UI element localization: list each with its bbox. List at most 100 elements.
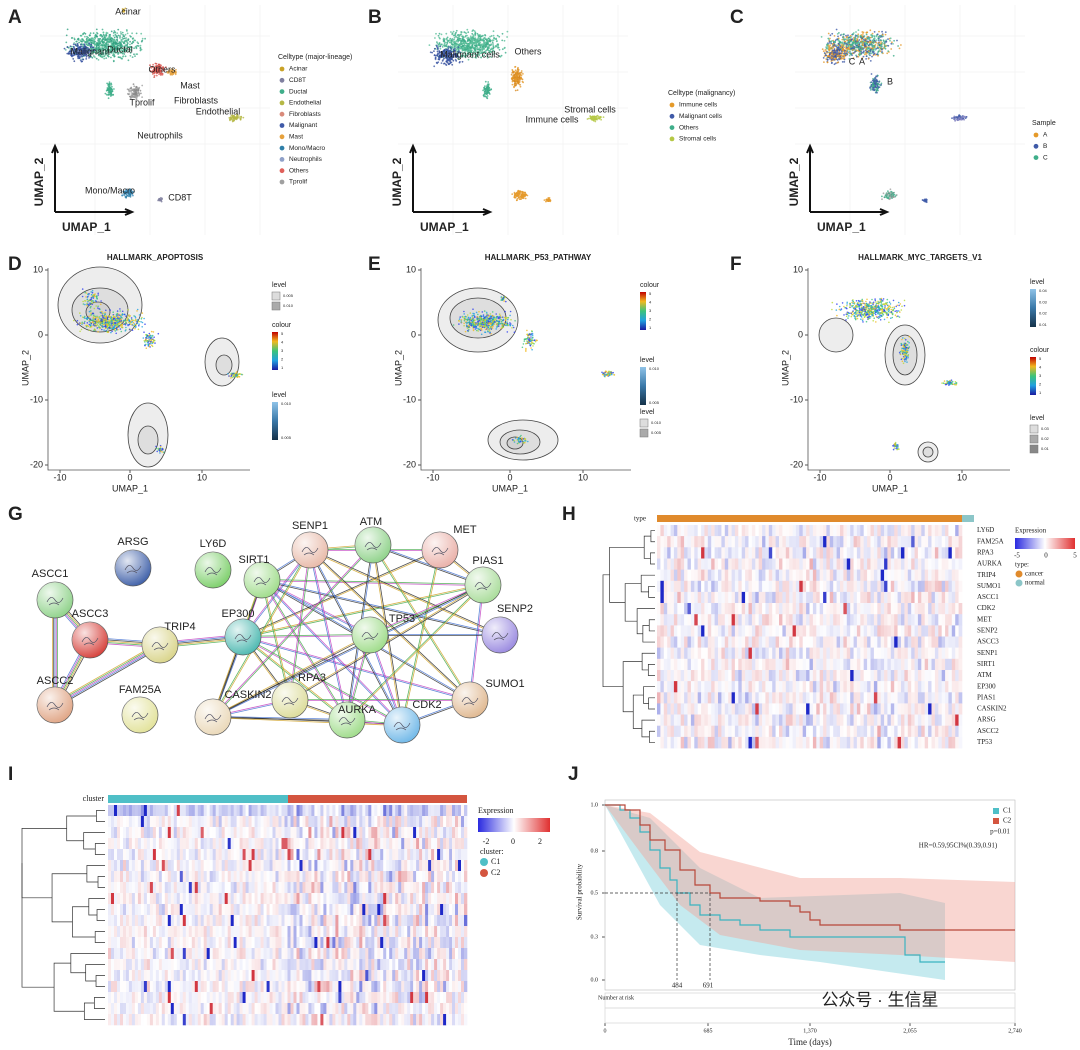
- cell-dot: [136, 310, 138, 312]
- cell-dot: [883, 47, 886, 49]
- cell-dot: [884, 33, 887, 36]
- cell-dot: [898, 47, 901, 50]
- cell-dot: [96, 320, 98, 323]
- cell-dot: [151, 334, 154, 337]
- cell-dot: [87, 293, 90, 296]
- cell-dot: [115, 327, 118, 330]
- cell-dot: [98, 53, 101, 56]
- cell-dot: [117, 328, 119, 331]
- cell-dot: [872, 48, 875, 51]
- cell-dot: [142, 337, 145, 339]
- cell-dot: [107, 50, 110, 52]
- cell-dot: [242, 116, 245, 119]
- cell-dot: [504, 51, 507, 54]
- cell-dot: [89, 306, 92, 309]
- cell-dot: [100, 52, 103, 54]
- cell-dot: [513, 331, 516, 334]
- cell-dot: [952, 117, 955, 119]
- cell-dot: [85, 42, 87, 44]
- cell-dot: [882, 192, 885, 195]
- cell-dot: [457, 46, 460, 49]
- cell-dot: [66, 52, 69, 55]
- cell-dot: [141, 326, 143, 328]
- cell-dot: [897, 45, 899, 47]
- cell-dot: [83, 322, 86, 324]
- cell-dot: [140, 318, 143, 320]
- cell-dot: [834, 58, 837, 61]
- cell-dot: [600, 118, 602, 121]
- cell-dot: [490, 88, 492, 91]
- cell-dot: [132, 37, 135, 40]
- cell-dot: [135, 323, 137, 326]
- cell-dot: [874, 86, 877, 88]
- legend-colorbar: [272, 332, 278, 370]
- cell-dot: [141, 312, 144, 314]
- cell-dot: [229, 118, 231, 121]
- cell-dot: [115, 35, 118, 37]
- cell-dot: [81, 295, 84, 298]
- cell-dot: [896, 39, 898, 42]
- cell-dot: [522, 73, 524, 75]
- cell-dot: [161, 198, 163, 201]
- cell-dot: [855, 40, 857, 43]
- cell-dot: [81, 55, 83, 58]
- cell-dot: [92, 296, 94, 298]
- cell-dot: [66, 46, 69, 49]
- cell-dot: [117, 48, 119, 51]
- cell-dot: [96, 327, 99, 329]
- cell-dot: [468, 43, 471, 46]
- cell-dot: [827, 32, 830, 35]
- legend-colorbar: [272, 402, 278, 440]
- cell-dot: [123, 37, 126, 40]
- cell-dot: [98, 320, 100, 322]
- cell-dot: [484, 80, 487, 83]
- cell-dot: [97, 305, 99, 308]
- cell-dot: [114, 319, 117, 322]
- cell-dot: [459, 60, 461, 63]
- cell-dot: [514, 76, 516, 79]
- cell-dot: [84, 317, 86, 319]
- cell-dot: [495, 313, 498, 315]
- cell-dot: [486, 43, 488, 46]
- cell-dot: [152, 340, 155, 343]
- cell-dot: [883, 196, 886, 199]
- cell-dot: [124, 330, 127, 332]
- cell-dot: [484, 44, 486, 47]
- cell-dot: [138, 320, 141, 323]
- cell-dot: [443, 62, 446, 65]
- cell-dot: [101, 312, 104, 315]
- cell-dot: [436, 50, 439, 53]
- cell-dot: [472, 308, 474, 311]
- cell-dot: [109, 309, 111, 311]
- cell-dot: [864, 46, 866, 49]
- cell-dot: [148, 332, 151, 335]
- cell-dot: [436, 44, 438, 47]
- cell-dot: [88, 310, 91, 313]
- cell-dot: [867, 51, 870, 54]
- cell-dot: [870, 52, 873, 55]
- cell-dot: [495, 37, 498, 40]
- cell-dot: [429, 51, 432, 54]
- cell-dot: [127, 321, 130, 323]
- cell-dot: [82, 58, 85, 61]
- cell-dot: [110, 331, 112, 334]
- cell-dot: [591, 117, 594, 120]
- cell-dot: [109, 33, 111, 36]
- cell-dot: [521, 194, 524, 197]
- cell-dot: [86, 46, 89, 49]
- cell-dot: [119, 321, 122, 324]
- cell-dot: [153, 339, 155, 341]
- cell-dot: [850, 44, 852, 47]
- cell-dot: [837, 35, 839, 38]
- cell-dot: [103, 320, 105, 323]
- cell-dot: [88, 299, 90, 302]
- cell-dot: [923, 199, 926, 202]
- cell-dot: [513, 196, 516, 199]
- cell-dot: [845, 43, 848, 45]
- cell-dot: [842, 38, 845, 40]
- cell-dot: [876, 74, 879, 77]
- cell-dot: [881, 198, 883, 201]
- cell-dot: [510, 73, 513, 76]
- cell-dot: [862, 44, 864, 47]
- cell-dot: [129, 328, 131, 331]
